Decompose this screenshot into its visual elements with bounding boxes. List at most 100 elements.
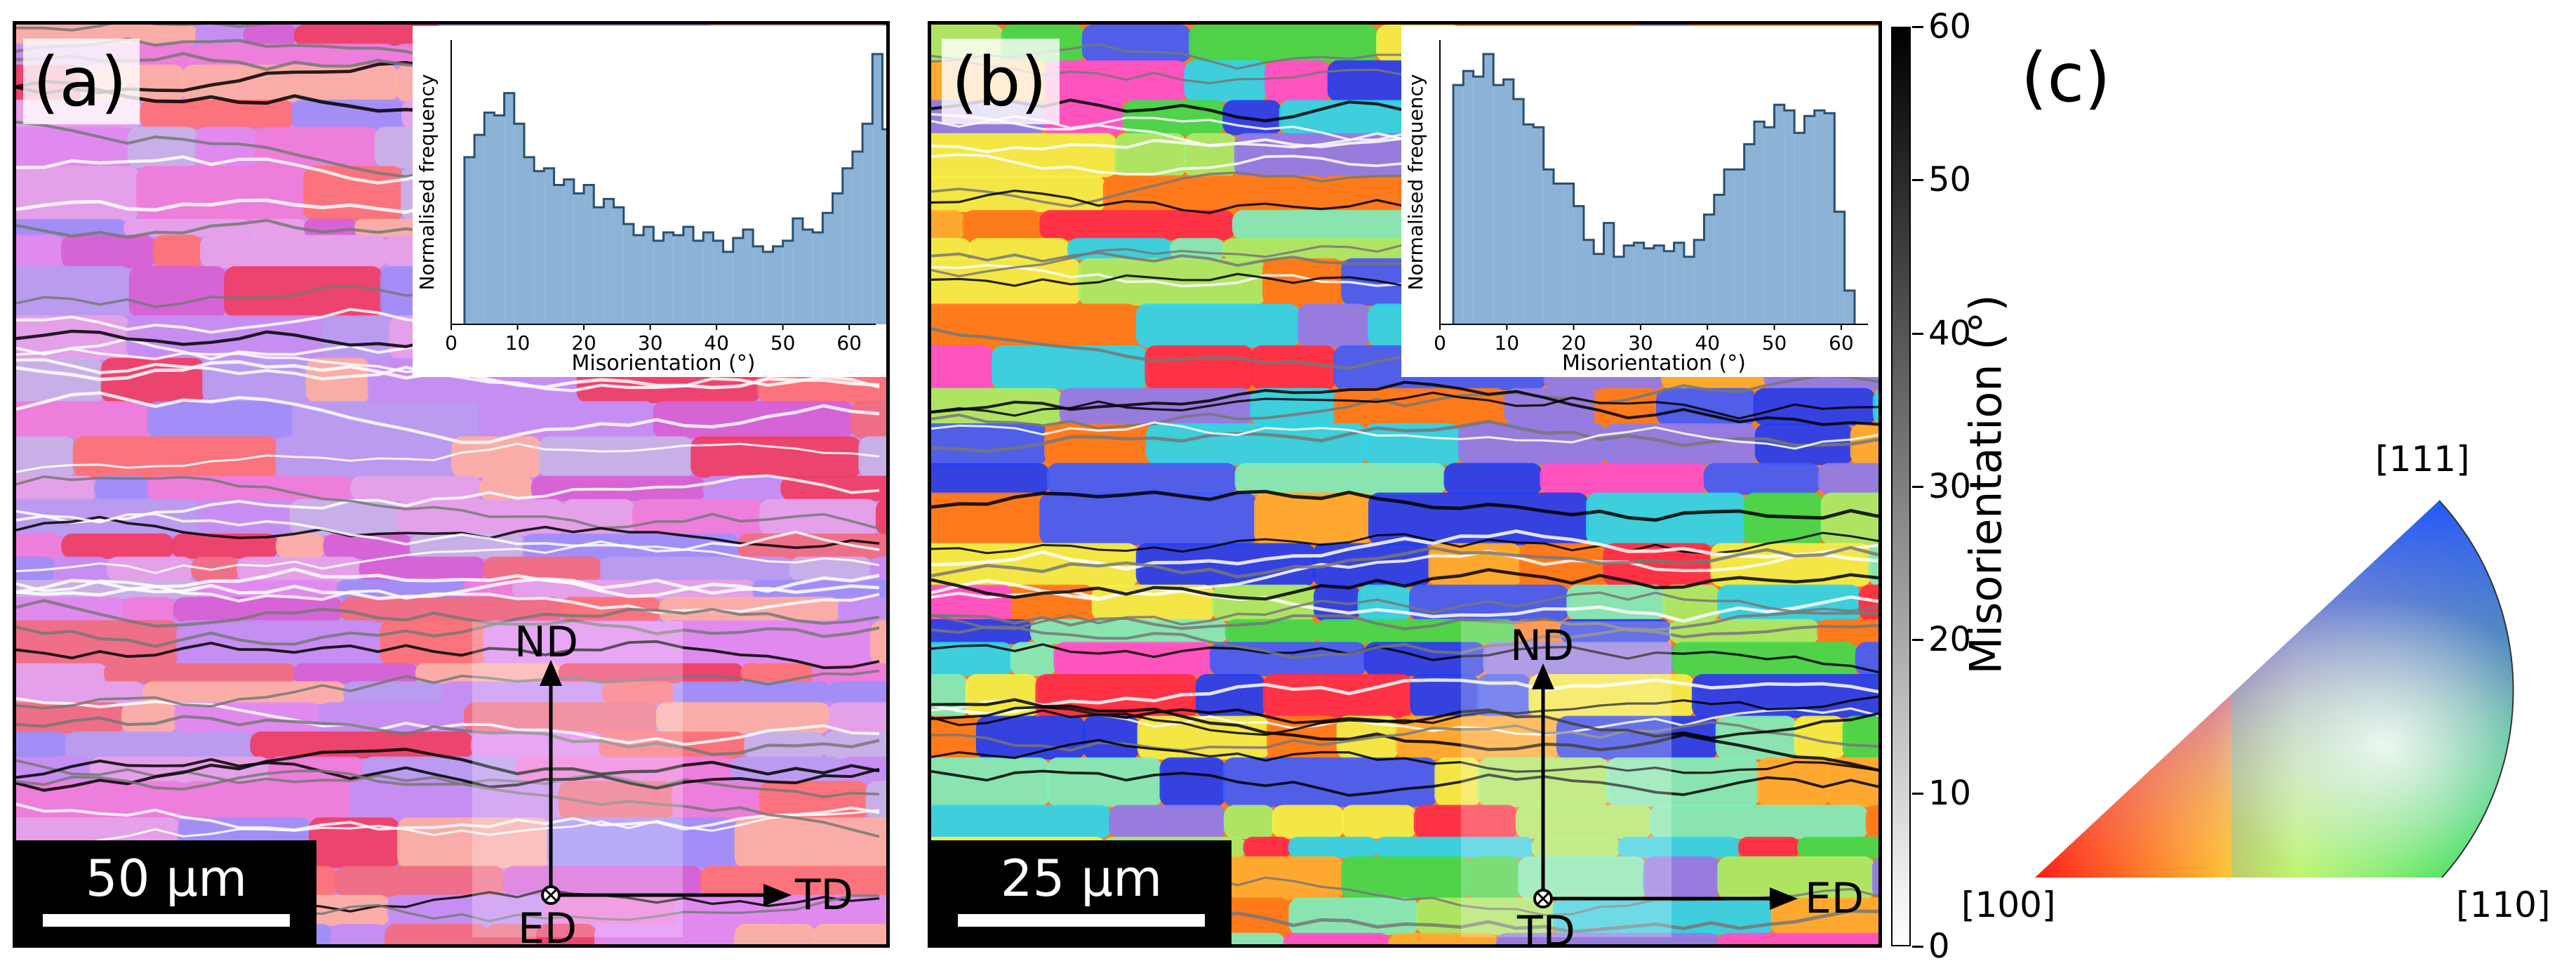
histogram-bar [1463, 71, 1474, 324]
x-tick-label: 50 [1762, 331, 1787, 355]
misorientation-colorbar [1891, 27, 1911, 946]
histogram-bar [1503, 79, 1514, 324]
histogram-bar [693, 240, 704, 324]
x-axis-label: Misorientation (°) [572, 351, 756, 376]
histogram-bar [792, 218, 803, 324]
x-tick-label: 40 [1695, 331, 1720, 355]
axis-triad-b [1461, 621, 1798, 937]
colorbar-tick-label: 10 [1928, 773, 1972, 813]
x-tick-label: 20 [571, 331, 596, 355]
x-tick-label: 30 [1628, 331, 1653, 355]
colorbar-tick [1912, 639, 1923, 642]
axis-label-td-b: TD [1517, 907, 1575, 948]
histogram-bar [1613, 256, 1624, 324]
colorbar-tick-label: 0 [1928, 927, 1950, 966]
histogram-bar [584, 185, 594, 324]
scale-bar-line-a [43, 914, 290, 927]
y-axis-label: Normalised frequency [1404, 74, 1427, 290]
histogram-bar [623, 224, 634, 324]
scale-bar-b: 25 μm [931, 840, 1232, 944]
histogram-bar [1563, 183, 1574, 324]
colorbar-tick [1912, 486, 1923, 488]
histogram-bar [1683, 256, 1695, 324]
histogram-bar [832, 193, 843, 324]
histogram-bar [603, 199, 614, 324]
histogram-bar [464, 157, 475, 324]
histogram-bar [683, 227, 694, 324]
ipf-corner-111: [111] [2375, 439, 2470, 479]
histogram-bar [753, 246, 763, 324]
histogram-bar [504, 93, 514, 324]
axis-label-ed-b: ED [1805, 874, 1864, 923]
histogram-bar [633, 234, 644, 324]
histogram-bar [723, 251, 733, 324]
histogram-bar [1654, 245, 1664, 324]
histogram-bar [1844, 290, 1855, 324]
histogram-bar [613, 207, 624, 324]
y-axis-label: Normalised frequency [415, 74, 439, 290]
histogram-bar [763, 251, 773, 324]
axis-label-td-a: TD [795, 871, 853, 920]
histogram-bar [822, 213, 833, 324]
histogram-bar [1794, 133, 1805, 324]
histogram-bar [1533, 127, 1544, 325]
x-tick-label: 20 [1561, 331, 1587, 355]
histogram-bar [773, 246, 783, 324]
histogram-bar [862, 124, 873, 324]
histogram-bar [703, 232, 714, 324]
histogram-bar [1513, 99, 1524, 324]
colorbar-tick [1912, 26, 1923, 28]
histogram-bar [1554, 183, 1564, 324]
histogram-bar [474, 135, 485, 324]
histogram-bar [1704, 214, 1714, 324]
axis-label-ed-a: ED [518, 904, 578, 948]
histogram-bar [1453, 85, 1464, 324]
ebsd-map-b: (b) 0 10 20 30 40 50 60 Misorientation (°) Norma… [928, 21, 1882, 948]
histogram-bar [1493, 85, 1504, 324]
x-axis-label: Misorientation (°) [1562, 351, 1746, 376]
histogram-bar [1573, 206, 1584, 324]
histogram-bar [1543, 169, 1554, 324]
histogram-bar [782, 240, 793, 324]
histogram-bar [554, 185, 564, 324]
histogram-bar [594, 207, 604, 324]
histogram-inset-a: 0 10 20 30 40 50 60 Misorientation (°) Normalise… [413, 26, 886, 377]
colorbar-title: Misorientation (°) [1960, 294, 2012, 675]
histogram-bar [1634, 242, 1644, 324]
ipf-corner-110: [110] [2456, 885, 2551, 925]
histogram-bar [882, 129, 886, 324]
colorbar-tick-label: 50 [1928, 160, 1972, 200]
scale-bar-a: 50 μm [16, 840, 316, 944]
histogram-bar [1814, 110, 1825, 324]
colorbar-tick [1912, 179, 1923, 182]
histogram-bar [813, 232, 823, 324]
x-tick-label: 40 [704, 331, 729, 355]
axis-triad-a [472, 621, 792, 937]
histogram-bar [523, 157, 535, 324]
scale-bar-line-b [958, 914, 1205, 927]
histogram-outline [1452, 53, 1856, 324]
histogram-bar [653, 240, 664, 324]
x-tick-label: 60 [836, 331, 862, 355]
colorbar-tick-label: 60 [1928, 7, 1972, 46]
histogram-bar [534, 171, 545, 324]
histogram-bar [1744, 144, 1754, 325]
histogram-bar [1804, 116, 1815, 324]
histogram-bar [1643, 248, 1654, 324]
histogram-bar [1624, 245, 1634, 324]
histogram-inset-b: 0 10 20 30 40 50 60 Misorientation (°) Normalise… [1401, 26, 1878, 377]
histogram-bar [1764, 127, 1775, 325]
histogram-outline [463, 53, 886, 324]
ebsd-map-a: (a) 0 10 20 30 40 50 60 Misorientation (°) Norma… [13, 21, 890, 948]
x-tick-label: 50 [770, 331, 796, 355]
histogram-bar [1594, 253, 1604, 324]
ipf-corner-100: [100] [1961, 885, 2056, 925]
histogram-bar [1734, 169, 1744, 324]
histogram-bar [1523, 124, 1534, 324]
histogram-bar [1784, 110, 1795, 324]
x-tick-label: 0 [1434, 331, 1446, 355]
histogram-bar [1483, 54, 1494, 324]
histogram-bar [1834, 211, 1845, 324]
histogram-bar [852, 151, 863, 324]
histogram-bar [1724, 169, 1735, 324]
